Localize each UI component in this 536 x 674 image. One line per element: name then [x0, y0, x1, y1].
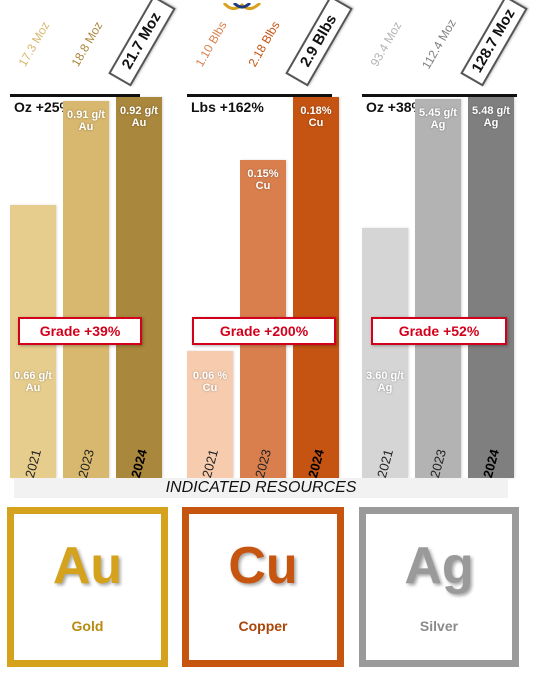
resource-label: 93.4 Moz — [367, 19, 405, 69]
grade-label: 0.18% Cu — [300, 105, 332, 129]
bar-au-2023 — [63, 101, 109, 478]
element-symbol: Ag — [404, 537, 474, 595]
indicated-resources-band: INDICATED RESOURCES — [14, 478, 508, 498]
bar-ag-2021 — [362, 228, 408, 478]
group-top-line — [10, 94, 140, 97]
element-name: Silver — [419, 618, 459, 634]
grade-label: 5.48 g/t Ag — [472, 105, 510, 129]
growth-label: Oz +38% — [366, 99, 424, 115]
grade-label: 0.15% Cu — [247, 168, 279, 192]
resource-label: 112.4 Moz — [419, 16, 459, 72]
bar-ag-2024 — [468, 97, 514, 478]
grade-label: 0.66 g/t Au — [14, 370, 52, 394]
growth-label: Lbs +162% — [191, 99, 264, 115]
element-tile-au: Au Gold — [7, 507, 168, 667]
bar-ag-2023 — [415, 99, 461, 478]
element-tile-cu: Cu Copper — [182, 507, 344, 667]
group-top-line — [187, 94, 332, 97]
resource-label: 128.7 Moz — [460, 0, 528, 87]
element-symbol: Au — [52, 537, 123, 595]
resource-label: 2.18 Blbs — [245, 18, 283, 70]
group-top-line — [362, 94, 517, 97]
resource-label: 1.10 Blbs — [192, 18, 230, 70]
grade-change-box: Grade +200% — [192, 317, 336, 345]
element-name: Copper — [238, 618, 288, 634]
resource-label: 18.8 Moz — [68, 19, 106, 69]
resource-label: 2.9 Blbs — [285, 0, 353, 87]
grade-label: 0.06 % Cu — [192, 370, 228, 394]
resource-label: 21.7 Moz — [108, 0, 176, 87]
grade-label: 5.45 g/t Ag — [419, 107, 457, 131]
element-symbol: Cu — [228, 537, 298, 595]
grade-label: 3.60 g/t Ag — [366, 370, 404, 394]
bar-cu-2021 — [187, 351, 233, 478]
grade-change-box: Grade +52% — [371, 317, 507, 345]
element-tile-ag: Ag Silver — [359, 507, 519, 667]
resource-label: 17.3 Moz — [15, 19, 53, 69]
element-name: Gold — [71, 618, 104, 634]
grade-change-box: Grade +39% — [18, 317, 142, 345]
bar-au-2024 — [116, 97, 162, 478]
bar-cu-2024 — [293, 97, 339, 478]
grade-label: 0.91 g/t Au — [67, 109, 105, 133]
growth-label: Oz +25% — [14, 99, 72, 115]
grade-label: 0.92 g/t Au — [120, 105, 158, 129]
company-logo-icon — [222, 0, 262, 10]
